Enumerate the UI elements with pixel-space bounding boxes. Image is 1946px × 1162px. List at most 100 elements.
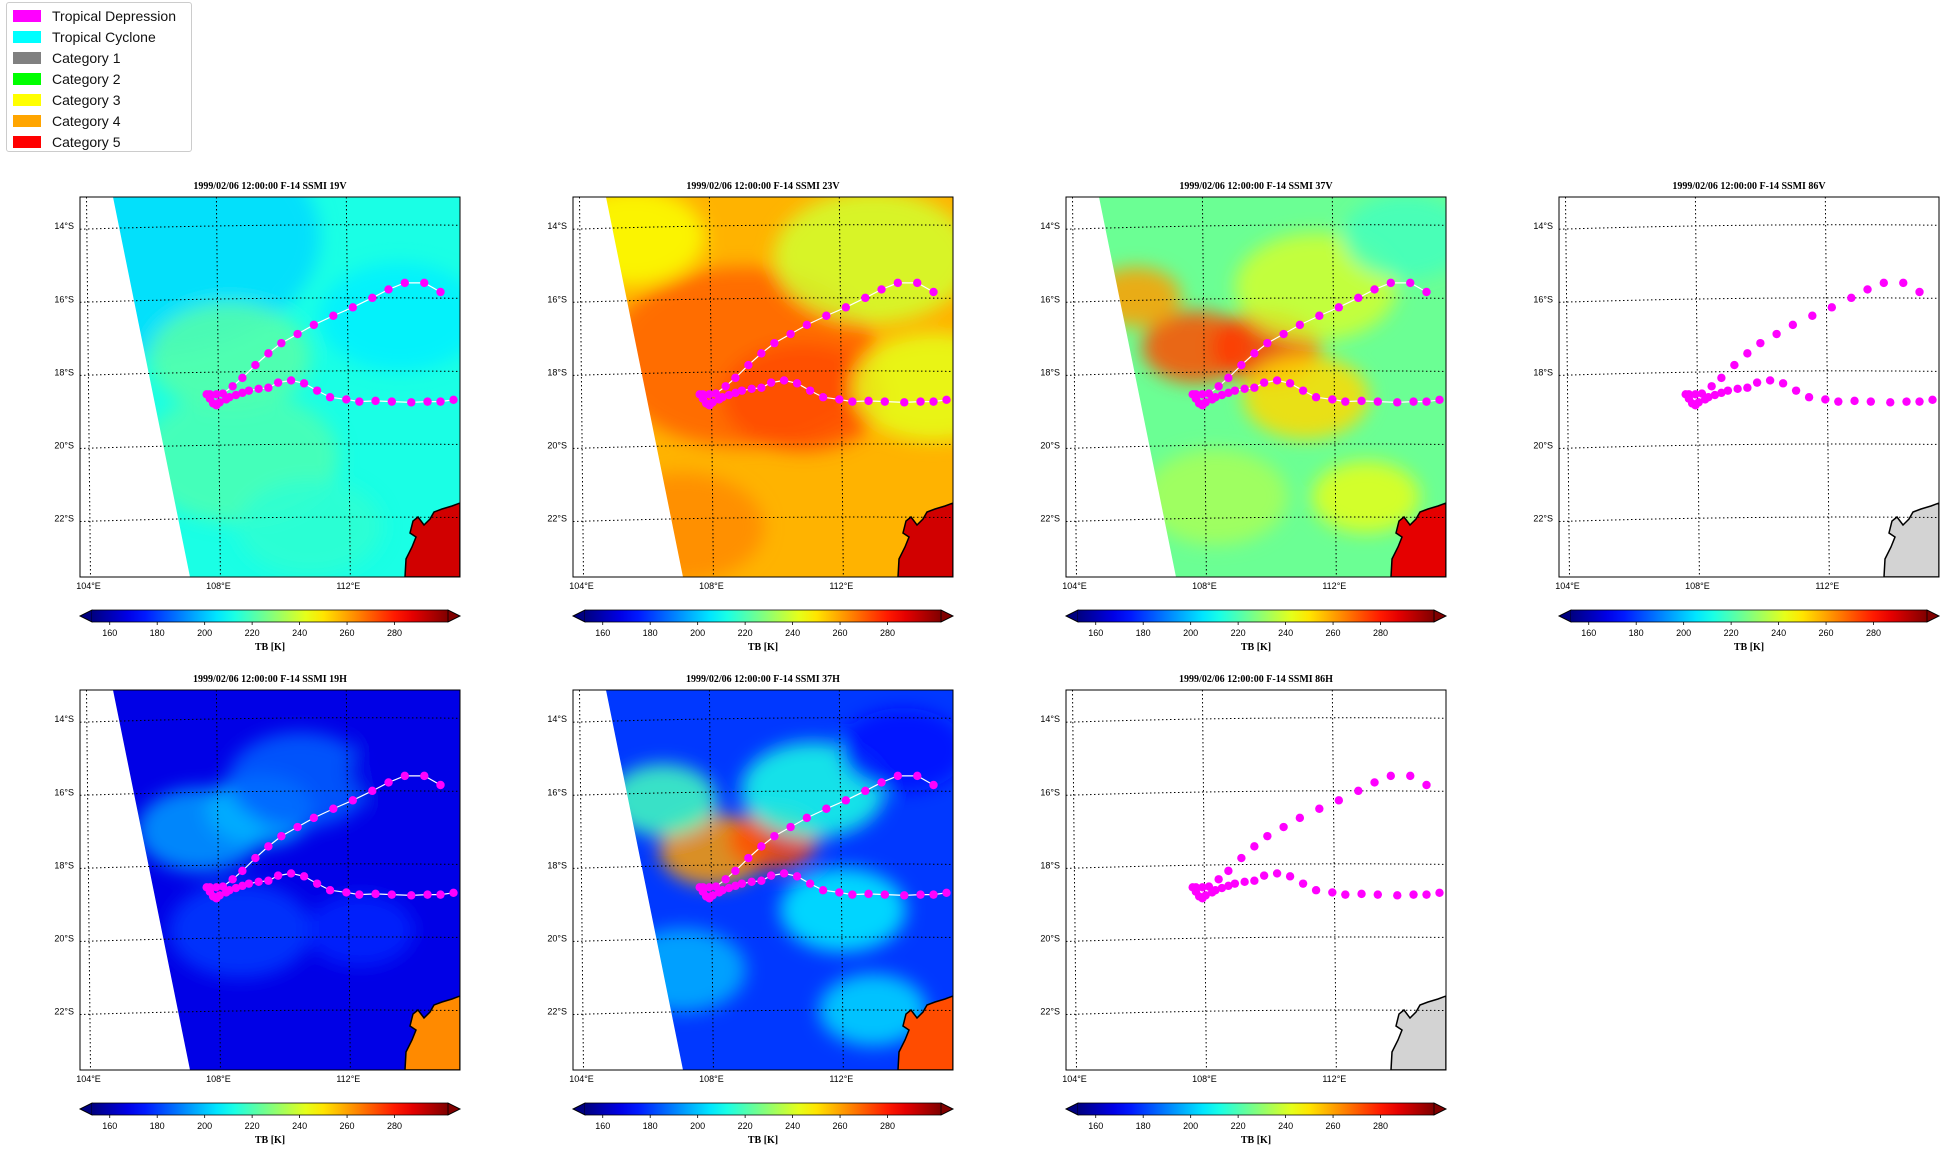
map-frame bbox=[79, 689, 461, 1071]
track-point bbox=[900, 398, 909, 407]
track-point bbox=[929, 890, 938, 899]
colorbar-tick-label: 180 bbox=[643, 628, 658, 638]
track-point bbox=[770, 338, 779, 348]
meridian bbox=[215, 197, 221, 577]
colorbar-tick-label: 220 bbox=[245, 628, 260, 638]
colorbar-gradient bbox=[1571, 610, 1927, 622]
map-frame bbox=[1065, 689, 1447, 1071]
track-point bbox=[218, 882, 228, 891]
parallel bbox=[1066, 516, 1446, 523]
track-point bbox=[880, 890, 889, 899]
lon-tick-label: 108°E bbox=[1685, 581, 1710, 591]
track-point bbox=[273, 871, 283, 880]
legend-item: Tropical Cyclone bbox=[13, 28, 156, 46]
track-point bbox=[277, 831, 286, 841]
track-point bbox=[449, 888, 458, 897]
track-point bbox=[802, 320, 812, 330]
track-point bbox=[1240, 877, 1249, 887]
track-point bbox=[1435, 888, 1444, 897]
lon-tick-label: 104°E bbox=[569, 581, 594, 591]
track-point bbox=[1198, 390, 1207, 399]
colorbar-extend-min bbox=[1065, 1102, 1079, 1116]
track-point bbox=[355, 397, 364, 406]
track-point bbox=[848, 397, 857, 406]
colorbar-gradient bbox=[1078, 610, 1434, 622]
track-point bbox=[1899, 278, 1908, 288]
legend-label: Tropical Cyclone bbox=[52, 29, 156, 45]
colorbar: 160 180 200 220 240 260 280 TB [K] bbox=[572, 1102, 954, 1146]
track-point bbox=[731, 373, 740, 383]
legend-label: Category 2 bbox=[52, 71, 121, 87]
track-point bbox=[1743, 383, 1752, 392]
track-point bbox=[212, 390, 221, 399]
track-point bbox=[1788, 320, 1798, 330]
colorbar-label: TB [K] bbox=[748, 642, 778, 653]
track-point bbox=[423, 890, 432, 899]
colorbar-tick-label: 200 bbox=[197, 1121, 212, 1131]
lat-tick-label: 14°S bbox=[1040, 221, 1060, 231]
track-point bbox=[805, 879, 815, 888]
colorbar-gradient bbox=[92, 1103, 448, 1115]
panel-title: 1999/02/06 12:00:00 F-14 SSMI 19V bbox=[193, 181, 347, 192]
colorbar: 160 180 200 220 240 260 280 TB [K] bbox=[572, 609, 954, 653]
track-point bbox=[1357, 396, 1366, 406]
track-point bbox=[841, 796, 851, 805]
meridian bbox=[1564, 197, 1570, 577]
colorbar-tick-label: 260 bbox=[833, 1121, 848, 1131]
colorbar-gradient bbox=[585, 1103, 941, 1115]
track-point bbox=[407, 891, 416, 900]
colorbar-extend-max bbox=[1433, 1102, 1447, 1116]
track-point bbox=[238, 388, 247, 398]
track-point bbox=[1435, 395, 1444, 404]
track-point bbox=[254, 877, 263, 887]
panel-title: 1999/02/06 12:00:00 F-14 SSMI 37V bbox=[1179, 181, 1333, 192]
parallel bbox=[1559, 516, 1939, 523]
map-frame bbox=[1065, 196, 1447, 578]
legend-label: Tropical Depression bbox=[52, 8, 176, 24]
meridian bbox=[345, 690, 351, 1070]
track-point bbox=[371, 889, 380, 899]
track-point bbox=[1357, 889, 1366, 899]
track-point bbox=[1821, 395, 1830, 404]
lat-tick-label: 20°S bbox=[54, 440, 74, 450]
colorbar-extend-max bbox=[1926, 609, 1940, 623]
lon-tick-label: 112°E bbox=[1815, 581, 1839, 591]
track-point bbox=[1315, 311, 1324, 320]
colorbar-extend-min bbox=[1558, 609, 1572, 623]
track-point bbox=[1298, 879, 1308, 888]
parallel bbox=[80, 224, 460, 230]
track-point bbox=[1743, 349, 1752, 358]
track-point bbox=[802, 813, 812, 823]
track-point bbox=[1422, 890, 1431, 899]
track-point bbox=[251, 853, 260, 863]
track-point bbox=[1272, 869, 1282, 878]
track-point bbox=[786, 329, 795, 339]
track-point bbox=[1386, 771, 1395, 781]
track-point bbox=[1863, 285, 1872, 294]
colorbar-gradient bbox=[92, 610, 448, 622]
legend-label: Category 5 bbox=[52, 134, 121, 150]
track-point bbox=[1224, 881, 1233, 891]
track-point bbox=[818, 393, 828, 402]
track-point bbox=[1866, 397, 1875, 406]
meridian bbox=[1331, 197, 1337, 577]
lon-tick-label: 112°E bbox=[829, 1074, 853, 1084]
colorbar-tick-label: 180 bbox=[150, 628, 165, 638]
lon-tick-label: 112°E bbox=[1322, 1074, 1346, 1084]
track-point bbox=[929, 287, 938, 297]
lat-tick-label: 18°S bbox=[547, 367, 567, 377]
legend-item: Category 3 bbox=[13, 91, 120, 109]
lon-tick-label: 112°E bbox=[1322, 581, 1346, 591]
lon-tick-label: 112°E bbox=[829, 581, 853, 591]
track-point bbox=[1827, 303, 1837, 312]
colorbar-label: TB [K] bbox=[748, 1135, 778, 1146]
track-point bbox=[766, 378, 776, 387]
lat-tick-label: 20°S bbox=[54, 933, 74, 943]
meridian bbox=[85, 690, 91, 1070]
track-point bbox=[1250, 876, 1259, 885]
track-point bbox=[254, 384, 263, 394]
track-point bbox=[792, 379, 802, 388]
track-point bbox=[1204, 882, 1214, 891]
lon-tick-label: 104°E bbox=[1555, 581, 1580, 591]
track-point bbox=[731, 881, 740, 891]
